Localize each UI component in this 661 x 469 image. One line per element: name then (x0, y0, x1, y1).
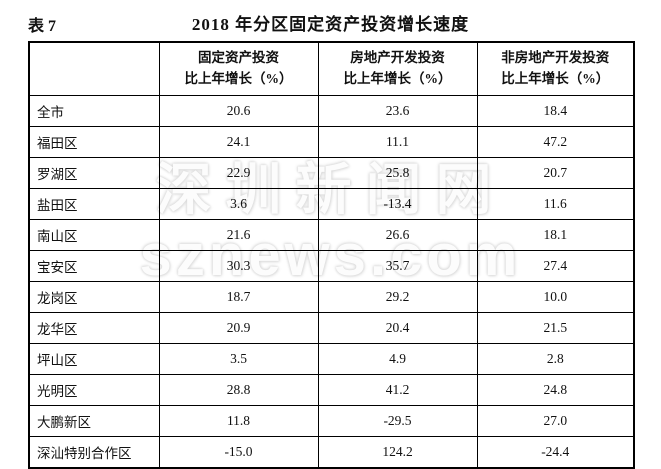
value-cell: 11.8 (158, 405, 319, 437)
value-cell: 3.6 (158, 188, 319, 220)
district-cell: 龙岗区 (28, 281, 160, 313)
value-cell: -24.4 (476, 436, 635, 469)
value-cell: 20.6 (158, 95, 319, 127)
value-cell: 124.2 (317, 436, 478, 469)
value-cell: 11.6 (476, 188, 635, 220)
value-cell: 3.5 (158, 343, 319, 375)
column-header-real-estate: 房地产开发投资 比上年增长（%） (317, 41, 478, 96)
value-cell: -15.0 (158, 436, 319, 469)
value-cell: 23.6 (317, 95, 478, 127)
district-cell: 罗湖区 (28, 157, 160, 189)
column-header-fixed-asset: 固定资产投资 比上年增长（%） (158, 41, 319, 96)
district-cell: 大鹏新区 (28, 405, 160, 437)
column-header-line2: 比上年增长（%） (343, 71, 452, 86)
table-row: 龙华区 20.9 20.4 21.5 (28, 312, 635, 344)
value-cell: 20.9 (158, 312, 319, 344)
value-cell: 26.6 (317, 219, 478, 251)
value-cell: 20.4 (317, 312, 478, 344)
value-cell: 47.2 (476, 126, 635, 158)
district-cell: 南山区 (28, 219, 160, 251)
district-cell: 坪山区 (28, 343, 160, 375)
title-row: 表 7 2018 年分区固定资产投资增长速度 (0, 10, 661, 36)
column-header-line2: 比上年增长（%） (184, 71, 293, 86)
table-row: 龙岗区 18.7 29.2 10.0 (28, 281, 635, 313)
table-row: 大鹏新区 11.8 -29.5 27.0 (28, 405, 635, 437)
value-cell: 25.8 (317, 157, 478, 189)
table-row: 深汕特别合作区 -15.0 124.2 -24.4 (28, 436, 635, 469)
value-cell: 20.7 (476, 157, 635, 189)
table-row: 坪山区 3.5 4.9 2.8 (28, 343, 635, 375)
value-cell: 18.1 (476, 219, 635, 251)
table-row: 全市 20.6 23.6 18.4 (28, 95, 635, 127)
value-cell: 2.8 (476, 343, 635, 375)
column-header-line1: 固定资产投资 (198, 50, 279, 66)
value-cell: 27.0 (476, 405, 635, 437)
value-cell: 21.5 (476, 312, 635, 344)
district-cell: 深汕特别合作区 (28, 436, 160, 469)
district-cell: 宝安区 (28, 250, 160, 282)
investment-growth-table: 固定资产投资 比上年增长（%） 房地产开发投资 比上年增长（%） 非房地产开发投… (28, 41, 635, 469)
value-cell: 29.2 (317, 281, 478, 313)
value-cell: 4.9 (317, 343, 478, 375)
district-cell: 盐田区 (28, 188, 160, 220)
table-row: 福田区 24.1 11.1 47.2 (28, 126, 635, 158)
header-row: 固定资产投资 比上年增长（%） 房地产开发投资 比上年增长（%） 非房地产开发投… (28, 41, 635, 96)
table-row: 南山区 21.6 26.6 18.1 (28, 219, 635, 251)
district-cell: 福田区 (28, 126, 160, 158)
value-cell: 18.4 (476, 95, 635, 127)
column-header-line1: 房地产开发投资 (350, 50, 445, 66)
value-cell: 24.8 (476, 374, 635, 406)
table-header: 固定资产投资 比上年增长（%） 房地产开发投资 比上年增长（%） 非房地产开发投… (28, 41, 635, 96)
table-row: 宝安区 30.3 35.7 27.4 (28, 250, 635, 282)
table-row: 罗湖区 22.9 25.8 20.7 (28, 157, 635, 189)
district-cell: 龙华区 (28, 312, 160, 344)
value-cell: 27.4 (476, 250, 635, 282)
value-cell: -13.4 (317, 188, 478, 220)
value-cell: 30.3 (158, 250, 319, 282)
value-cell: -29.5 (317, 405, 478, 437)
value-cell: 10.0 (476, 281, 635, 313)
table-number-label: 表 7 (28, 18, 57, 35)
value-cell: 35.7 (317, 250, 478, 282)
corner-header-cell (28, 41, 160, 96)
table-row: 盐田区 3.6 -13.4 11.6 (28, 188, 635, 220)
column-header-non-real-estate: 非房地产开发投资 比上年增长（%） (476, 41, 635, 96)
column-header-line1: 非房地产开发投资 (501, 50, 610, 66)
page-title: 2018 年分区固定资产投资增长速度 (191, 15, 470, 34)
value-cell: 24.1 (158, 126, 319, 158)
table-body: 全市 20.6 23.6 18.4 福田区 24.1 11.1 47.2 罗湖区 22.9 25.8… (28, 95, 635, 469)
value-cell: 28.8 (158, 374, 319, 406)
column-header-line2: 比上年增长（%） (501, 71, 610, 86)
value-cell: 41.2 (317, 374, 478, 406)
value-cell: 11.1 (317, 126, 478, 158)
value-cell: 22.9 (158, 157, 319, 189)
district-cell: 全市 (28, 95, 160, 127)
value-cell: 18.7 (158, 281, 319, 313)
value-cell: 21.6 (158, 219, 319, 251)
district-cell: 光明区 (28, 374, 160, 406)
table-row: 光明区 28.8 41.2 24.8 (28, 374, 635, 406)
